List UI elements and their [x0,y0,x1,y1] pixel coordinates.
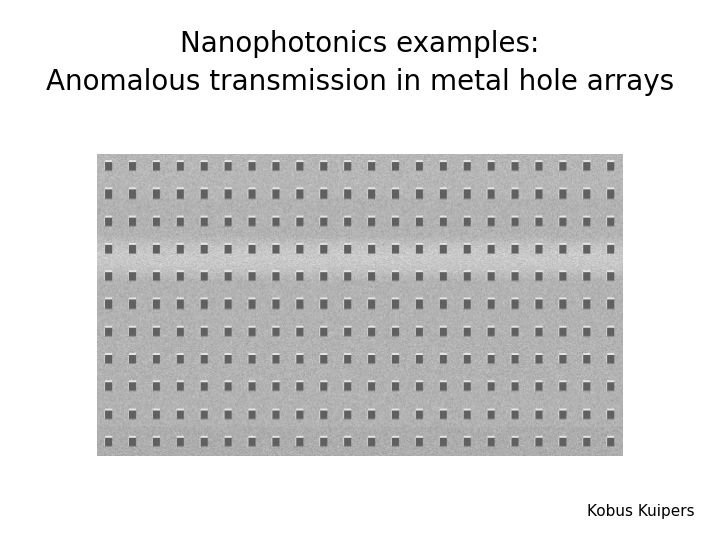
Text: Anomalous transmission in metal hole arrays: Anomalous transmission in metal hole arr… [46,68,674,96]
Text: Nanophotonics examples:: Nanophotonics examples: [180,30,540,58]
Text: Kobus Kuipers: Kobus Kuipers [588,504,695,519]
